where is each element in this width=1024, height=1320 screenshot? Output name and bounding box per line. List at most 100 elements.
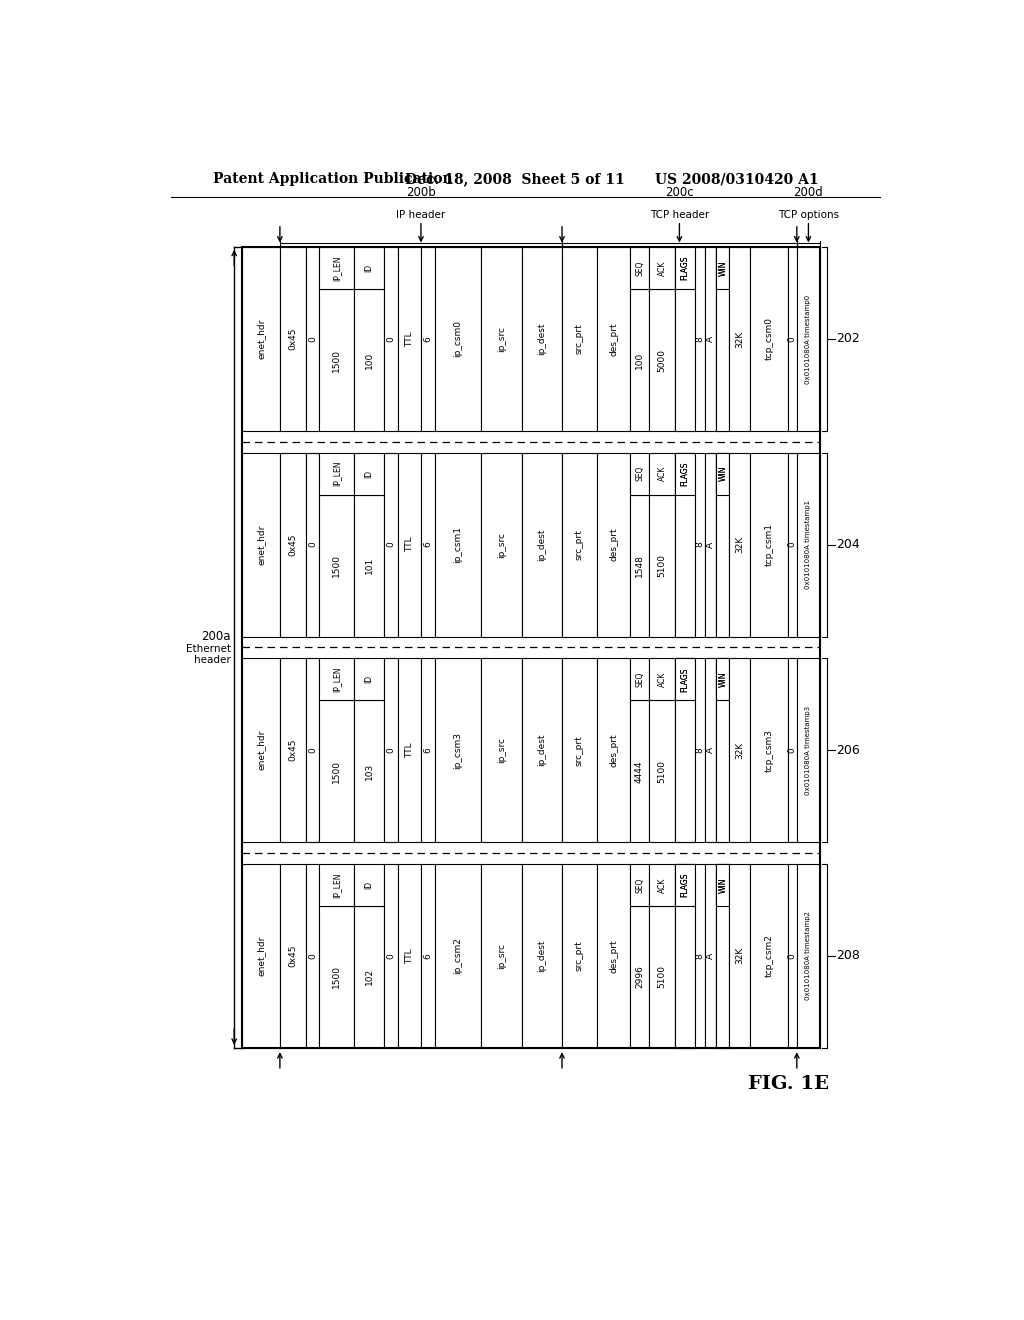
- Text: WIN: WIN: [718, 672, 727, 686]
- Bar: [729, 453, 751, 636]
- Bar: [716, 453, 729, 636]
- Bar: [306, 453, 319, 636]
- Text: 2996: 2996: [635, 965, 644, 989]
- Bar: [319, 906, 354, 1048]
- Bar: [729, 247, 751, 430]
- Text: 0: 0: [787, 541, 797, 548]
- Bar: [521, 659, 562, 842]
- Bar: [562, 659, 597, 842]
- Bar: [319, 495, 354, 636]
- Text: TTL: TTL: [404, 742, 414, 758]
- Bar: [435, 659, 480, 842]
- Text: A: A: [707, 747, 716, 754]
- Text: header: header: [195, 655, 231, 665]
- Text: 0: 0: [308, 541, 317, 548]
- Text: A: A: [707, 541, 716, 548]
- Bar: [306, 247, 319, 430]
- Text: 200d: 200d: [794, 186, 823, 199]
- Text: 8: 8: [695, 747, 705, 752]
- Bar: [306, 863, 319, 1048]
- Bar: [751, 863, 787, 1048]
- Bar: [649, 289, 675, 430]
- Bar: [649, 701, 675, 842]
- Text: SEQ: SEQ: [635, 672, 644, 686]
- Bar: [597, 659, 630, 842]
- Bar: [729, 863, 751, 1048]
- Text: ip_dest: ip_dest: [538, 734, 547, 767]
- Text: US 2008/0310420 A1: US 2008/0310420 A1: [655, 172, 818, 186]
- Text: 200a: 200a: [202, 630, 231, 643]
- Bar: [242, 863, 280, 1048]
- Text: WIN: WIN: [718, 466, 727, 482]
- Text: enet_hdr: enet_hdr: [256, 936, 265, 975]
- Text: 32K: 32K: [735, 330, 744, 347]
- Bar: [694, 453, 706, 636]
- Text: IP_LEN: IP_LEN: [333, 667, 341, 692]
- Bar: [562, 863, 597, 1048]
- Bar: [675, 701, 694, 842]
- Text: ip_src: ip_src: [497, 326, 506, 352]
- Bar: [354, 701, 384, 842]
- Bar: [630, 659, 649, 701]
- Bar: [797, 453, 820, 636]
- Bar: [716, 701, 729, 842]
- Bar: [675, 906, 694, 1048]
- Text: 1500: 1500: [333, 554, 341, 577]
- Text: 103: 103: [365, 763, 374, 780]
- Text: 0x0101080A timestamp1: 0x0101080A timestamp1: [806, 500, 811, 589]
- Bar: [597, 453, 630, 636]
- Text: Dec. 18, 2008  Sheet 5 of 11: Dec. 18, 2008 Sheet 5 of 11: [404, 172, 625, 186]
- Bar: [675, 453, 694, 636]
- Text: 5100: 5100: [657, 760, 667, 783]
- Text: enet_hdr: enet_hdr: [256, 318, 265, 359]
- Bar: [421, 453, 435, 636]
- Bar: [675, 247, 694, 289]
- Text: des_prt: des_prt: [609, 322, 618, 356]
- Bar: [787, 247, 797, 430]
- Bar: [630, 863, 649, 906]
- Bar: [319, 289, 354, 430]
- Text: TCP header: TCP header: [650, 210, 709, 220]
- Bar: [675, 289, 694, 430]
- Text: 200c: 200c: [666, 186, 693, 199]
- Bar: [797, 247, 820, 430]
- Bar: [319, 453, 354, 495]
- Text: FLAGS: FLAGS: [680, 667, 689, 692]
- Bar: [521, 453, 562, 636]
- Bar: [597, 863, 630, 1048]
- Bar: [649, 247, 675, 289]
- Bar: [787, 659, 797, 842]
- Bar: [716, 659, 729, 701]
- Text: tcp_csm3: tcp_csm3: [765, 729, 773, 772]
- Text: 0x45: 0x45: [289, 739, 298, 762]
- Text: 8: 8: [695, 953, 705, 958]
- Text: WIN: WIN: [718, 466, 727, 482]
- Bar: [597, 247, 630, 430]
- Text: 0: 0: [787, 337, 797, 342]
- Bar: [354, 247, 384, 289]
- Text: 0: 0: [787, 953, 797, 958]
- Text: FLAGS: FLAGS: [680, 256, 689, 280]
- Text: 204: 204: [837, 539, 860, 550]
- Text: src_prt: src_prt: [574, 529, 584, 560]
- Text: 1548: 1548: [635, 554, 644, 577]
- Bar: [649, 863, 675, 906]
- Bar: [384, 247, 397, 430]
- Text: ip_csm0: ip_csm0: [454, 321, 462, 358]
- Text: 0x0101080A timestamp3: 0x0101080A timestamp3: [806, 706, 811, 795]
- Bar: [706, 863, 716, 1048]
- Bar: [675, 659, 694, 701]
- Text: ip_src: ip_src: [497, 737, 506, 763]
- Bar: [797, 863, 820, 1048]
- Bar: [716, 247, 729, 289]
- Bar: [421, 659, 435, 842]
- Bar: [242, 247, 820, 1048]
- Text: ip_csm1: ip_csm1: [454, 527, 462, 564]
- Text: tcp_csm0: tcp_csm0: [765, 318, 773, 360]
- Bar: [716, 495, 729, 636]
- Text: FLAGS: FLAGS: [680, 873, 689, 898]
- Bar: [675, 247, 694, 289]
- Text: 6: 6: [424, 337, 432, 342]
- Text: 1500: 1500: [333, 965, 341, 989]
- Text: WIN: WIN: [718, 878, 727, 892]
